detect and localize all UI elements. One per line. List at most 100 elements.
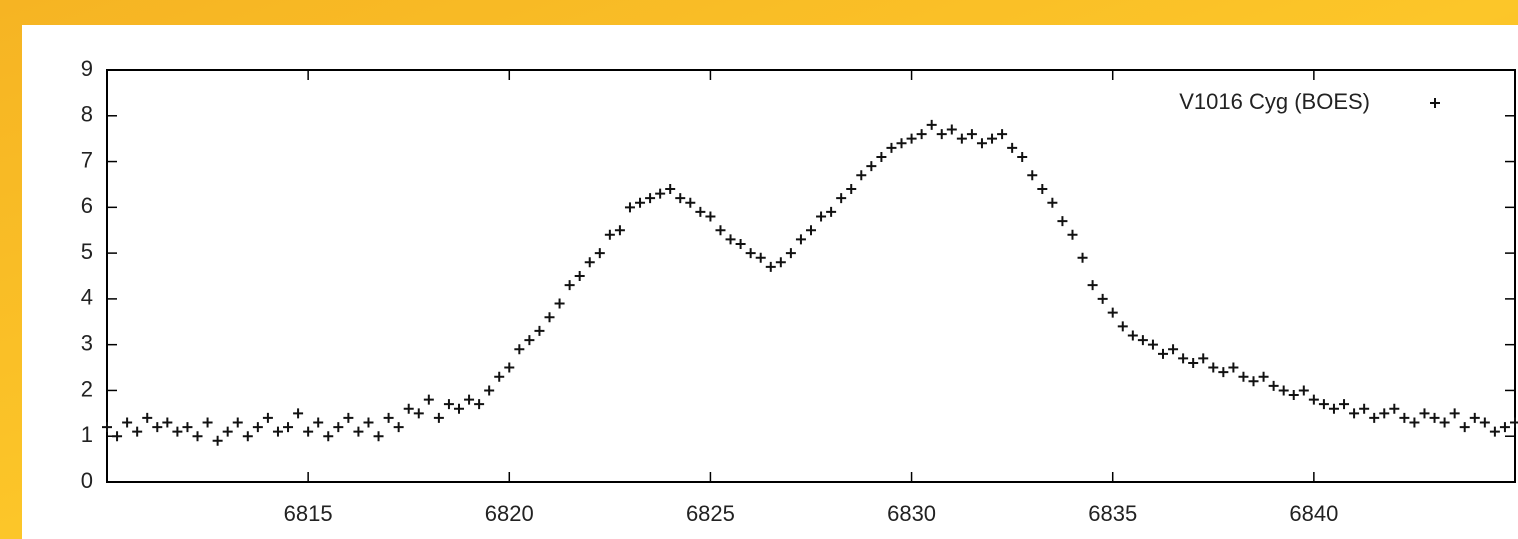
point	[665, 184, 676, 195]
point	[222, 426, 233, 437]
point	[494, 371, 505, 382]
point	[886, 142, 897, 153]
point	[896, 138, 907, 149]
point	[1499, 422, 1510, 433]
point	[1449, 408, 1460, 419]
x-tick-label: 6825	[686, 501, 735, 526]
point	[464, 394, 475, 405]
point	[102, 422, 112, 433]
point	[705, 211, 716, 222]
point	[313, 417, 324, 428]
point	[1077, 252, 1088, 263]
point	[1298, 385, 1309, 396]
y-tick-label: 2	[81, 376, 93, 401]
point	[142, 412, 153, 423]
point	[1469, 412, 1480, 423]
x-tick-label: 6820	[485, 501, 534, 526]
x-tick-label: 6840	[1289, 501, 1338, 526]
point	[1439, 417, 1450, 428]
point	[383, 412, 394, 423]
point	[433, 412, 444, 423]
point	[393, 422, 404, 433]
point	[172, 426, 183, 437]
point	[1409, 417, 1420, 428]
point	[293, 408, 304, 419]
point	[1067, 229, 1078, 240]
point	[1087, 280, 1098, 291]
point	[262, 412, 273, 423]
point	[1349, 408, 1360, 419]
point	[765, 261, 776, 272]
point	[1419, 408, 1430, 419]
point	[584, 257, 595, 268]
point	[182, 422, 193, 433]
point	[333, 422, 344, 433]
point	[1429, 412, 1440, 423]
point	[594, 248, 605, 259]
x-tick-label: 6815	[284, 501, 333, 526]
point	[715, 225, 726, 236]
point	[454, 403, 464, 414]
legend-marker	[1430, 98, 1440, 108]
point	[675, 193, 686, 204]
point	[363, 417, 374, 428]
point	[1238, 371, 1249, 382]
point	[1127, 330, 1138, 341]
point	[936, 129, 947, 140]
point	[816, 211, 827, 222]
point	[604, 229, 615, 240]
point	[1479, 417, 1490, 428]
point	[152, 422, 163, 433]
point	[252, 422, 263, 433]
point	[423, 394, 434, 405]
y-tick-label: 0	[81, 468, 93, 493]
point	[997, 129, 1008, 140]
point	[1389, 403, 1400, 414]
point	[1107, 307, 1118, 318]
point	[1168, 344, 1179, 355]
point	[343, 412, 354, 423]
x-tick-label: 6835	[1088, 501, 1137, 526]
point	[1399, 412, 1410, 423]
point	[685, 197, 696, 208]
point	[554, 298, 565, 309]
point	[755, 252, 766, 263]
y-tick-label: 5	[81, 239, 93, 264]
point	[624, 202, 635, 213]
point	[745, 248, 756, 259]
point	[1248, 376, 1259, 387]
point	[474, 399, 485, 410]
point	[272, 426, 283, 437]
point	[916, 129, 927, 140]
point	[132, 426, 143, 437]
point	[1178, 353, 1189, 364]
point	[202, 417, 213, 428]
point	[534, 325, 545, 336]
point	[212, 435, 223, 446]
point	[614, 225, 625, 236]
point	[956, 133, 967, 144]
point	[323, 431, 334, 442]
point	[695, 206, 706, 217]
point	[976, 138, 987, 149]
point	[524, 335, 535, 346]
point	[1117, 321, 1128, 332]
x-tick-label: 6830	[887, 501, 936, 526]
y-tick-label: 1	[81, 422, 93, 447]
point	[1510, 417, 1518, 428]
y-tick-label: 7	[81, 147, 93, 172]
point	[413, 408, 424, 419]
point	[826, 206, 837, 217]
point	[1137, 335, 1148, 346]
point	[1369, 412, 1380, 423]
point	[1278, 385, 1289, 396]
point	[1188, 357, 1199, 368]
point	[1097, 293, 1108, 304]
point	[1318, 399, 1329, 410]
point	[1268, 380, 1279, 391]
point	[303, 426, 314, 437]
point	[966, 129, 977, 140]
point	[1218, 367, 1229, 378]
point	[946, 124, 957, 135]
